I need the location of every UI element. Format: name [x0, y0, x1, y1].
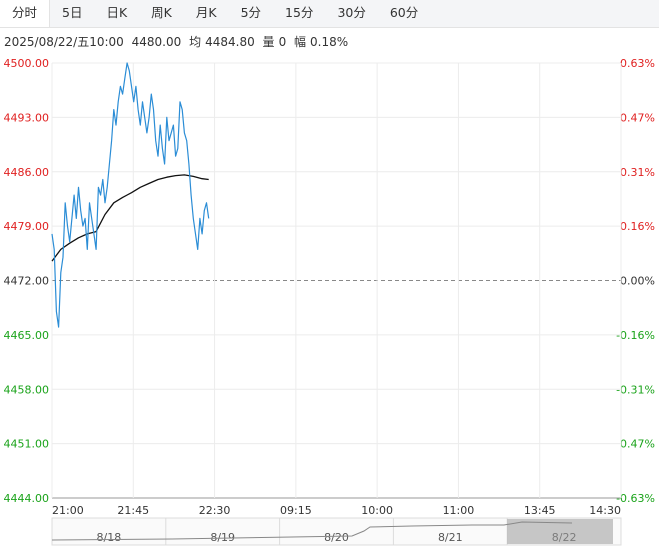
navigator-date: 8/19 [210, 531, 235, 544]
info-datetime: 2025/08/22/五10:00 [4, 35, 124, 49]
navigator-date: 8/18 [97, 531, 122, 544]
tab-3[interactable]: 周K [151, 5, 172, 20]
y-tick-left: 4458.00 [4, 383, 50, 396]
y-tick-left: 4472.00 [4, 275, 50, 288]
y-tick-right: 0.16% [620, 220, 655, 233]
navigator-trend-line [51, 521, 573, 541]
x-tick-label: 13:45 [524, 504, 556, 517]
x-tick-label: 21:00 [52, 504, 84, 517]
y-tick-right: 0.63% [620, 57, 655, 70]
navigator-date: 8/21 [438, 531, 463, 544]
y-tick-right: -0.63% [616, 492, 655, 505]
period-tabs: 分时 5日 日K 周K 月K 5分 15分 30分 60分 [0, 0, 659, 28]
price-line [51, 62, 210, 328]
x-tick-label: 09:15 [280, 504, 312, 517]
info-volume: 0 [278, 35, 287, 49]
tab-7[interactable]: 30分 [337, 5, 366, 20]
x-tick-label: 21:45 [117, 504, 149, 517]
tab-4[interactable]: 月K [195, 5, 217, 20]
tab-8[interactable]: 60分 [389, 5, 419, 20]
tab-2[interactable]: 日K [106, 5, 128, 20]
x-tick-label: 11:00 [443, 504, 475, 517]
y-tick-left: 4500.00 [4, 57, 50, 70]
y-tick-right: 0.47% [620, 111, 655, 124]
y-tick-left: 4479.00 [4, 220, 50, 233]
avg-price-line [51, 174, 209, 262]
y-tick-right: -0.31% [616, 383, 655, 396]
x-tick-label: 10:00 [361, 504, 393, 517]
y-tick-left: 4451.00 [4, 438, 50, 451]
tab-5[interactable]: 5分 [240, 5, 262, 20]
y-tick-left: 4465.00 [4, 329, 50, 342]
info-avg: 4484.80 [205, 35, 255, 49]
tab-6[interactable]: 15分 [285, 5, 314, 20]
x-tick-label: 14:30 [589, 504, 621, 517]
info-price: 4480.00 [131, 35, 182, 49]
info-avg-label: 均 [189, 35, 202, 49]
y-tick-right: -0.16% [616, 329, 655, 342]
info-change: 0.18% [310, 35, 349, 49]
navigator-date: 8/20 [324, 531, 349, 544]
x-tick-label: 22:30 [199, 504, 231, 517]
y-tick-left: 4486.00 [4, 166, 50, 179]
y-tick-right: 0.00% [620, 275, 655, 288]
info-change-label: 幅 [294, 35, 307, 49]
y-tick-right: 0.47% [620, 438, 655, 451]
info-volume-label: 量 [262, 35, 275, 49]
y-tick-left: 4493.00 [4, 111, 50, 124]
y-tick-left: 4444.00 [4, 492, 50, 505]
tab-1[interactable]: 5日 [62, 5, 83, 20]
tab-0[interactable]: 分时 [0, 0, 51, 27]
y-tick-right: 0.31% [620, 166, 655, 179]
